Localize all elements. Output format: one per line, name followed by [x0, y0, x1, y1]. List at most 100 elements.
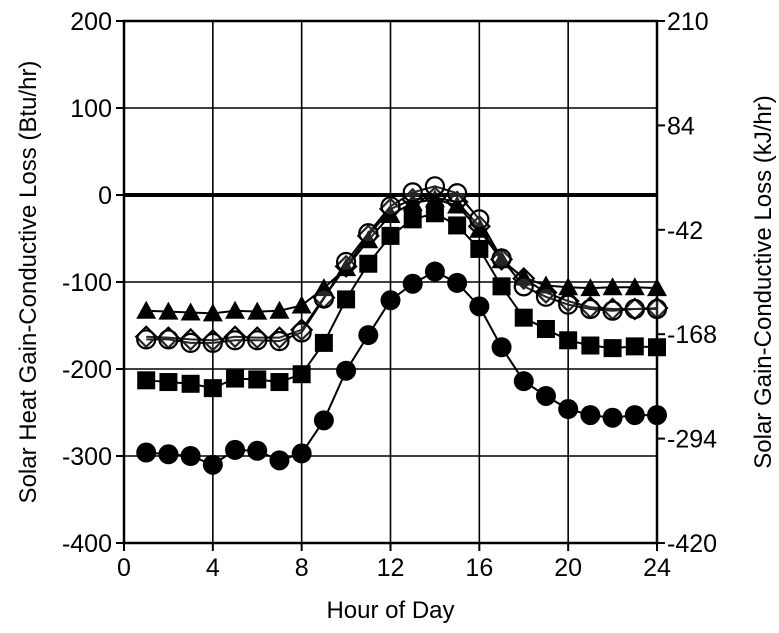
open-circle-marker	[180, 332, 201, 353]
filled-circle-marker	[602, 407, 623, 428]
filled-circle-marker	[558, 399, 579, 420]
y-tick-label: 200	[70, 8, 112, 36]
filled-circle-marker	[447, 272, 468, 293]
square-marker	[603, 339, 622, 358]
square-marker	[514, 308, 533, 327]
square-marker	[314, 333, 333, 352]
filled-circle-marker	[380, 290, 401, 311]
square-marker	[536, 319, 555, 338]
diamond-marker	[534, 280, 558, 304]
filled-circle-marker	[180, 446, 201, 466]
series-line	[146, 185, 657, 344]
y-axis-title-right: Solar Gain-Conductive Loss (kJ/hr)	[750, 95, 777, 468]
filled-circle-marker	[424, 261, 445, 282]
open-circle-marker	[447, 183, 468, 204]
filled-circle-marker	[336, 360, 357, 381]
x-tick-label: 8	[295, 554, 309, 582]
square-marker	[226, 369, 245, 388]
filled-circle-marker	[535, 385, 556, 406]
open-circle-marker	[624, 298, 645, 320]
triangle-marker	[647, 278, 667, 297]
x-tick-label: 20	[554, 554, 582, 582]
y-right-tick-label: -42	[667, 217, 703, 245]
series-square	[137, 204, 666, 398]
series-layer	[134, 176, 669, 475]
open-circle-marker	[491, 248, 512, 269]
open-circle-marker	[158, 329, 179, 350]
x-axis-title: Hour of Day	[326, 597, 454, 624]
square-marker	[425, 204, 444, 223]
diamond-marker	[467, 214, 491, 238]
square-marker	[492, 277, 511, 296]
series-line	[146, 270, 657, 466]
y-tick-label: 0	[98, 182, 112, 210]
series-open-circle	[136, 176, 668, 353]
square-marker	[337, 290, 356, 309]
open-circle-marker	[224, 330, 246, 351]
triangle-marker	[180, 302, 201, 321]
filled-circle-marker	[247, 440, 268, 461]
diamond-marker	[334, 254, 358, 278]
open-circle-marker	[269, 331, 290, 352]
square-marker	[270, 373, 289, 392]
triangle-marker	[158, 301, 179, 320]
square-marker	[448, 216, 467, 235]
y-right-tick-label: -294	[667, 426, 717, 454]
series-line	[146, 198, 658, 315]
open-circle-marker	[602, 300, 623, 321]
triangle-marker	[247, 301, 268, 320]
square-marker	[648, 338, 666, 357]
tick-labels: 0 4 8 12 16 20 24 200 100 0 -100 -200 -300 -400 210 84 -…	[62, 8, 717, 582]
filled-circle-marker	[291, 443, 312, 464]
y-tick-label: 100	[70, 95, 112, 123]
triangle-marker	[380, 205, 401, 224]
open-circle-marker	[535, 286, 557, 307]
square-marker	[359, 254, 378, 273]
series-filled-circle	[136, 261, 667, 475]
filled-circle-marker	[269, 450, 290, 471]
open-circle-marker	[402, 182, 423, 203]
y-right-tick-label: 210	[667, 8, 709, 36]
open-circle-marker	[646, 298, 668, 320]
open-circle-marker	[513, 276, 534, 297]
filled-circle-marker	[469, 296, 490, 317]
square-marker	[137, 371, 156, 390]
triangle-marker	[602, 277, 623, 296]
filled-circle-marker	[202, 454, 223, 475]
square-marker	[403, 210, 422, 229]
filled-circle-marker	[491, 337, 512, 358]
y-tick-label: -400	[62, 530, 112, 558]
x-tick-label: 4	[206, 554, 220, 582]
square-marker	[625, 337, 644, 356]
y-right-tick-label: -168	[667, 321, 717, 349]
square-marker	[203, 379, 222, 398]
square-marker	[181, 374, 200, 393]
open-circle-marker	[380, 196, 401, 217]
triangle-marker	[202, 303, 223, 322]
square-marker	[381, 226, 400, 245]
y-axis-title-left: Solar Heat Gain-Conductive Loss (Btu/hr)	[15, 61, 42, 504]
y-right-tick-label: 84	[667, 112, 695, 140]
series-line	[146, 196, 658, 342]
triangle-marker	[136, 300, 157, 319]
open-circle-marker	[313, 288, 334, 309]
triangle-marker	[225, 300, 246, 319]
diamond-marker	[489, 247, 514, 271]
square-marker	[159, 373, 178, 392]
square-marker	[248, 370, 267, 389]
square-marker	[581, 336, 600, 355]
open-circle-marker	[469, 209, 490, 230]
triangle-marker	[580, 278, 601, 297]
filled-circle-marker	[136, 442, 157, 463]
filled-circle-marker	[624, 405, 645, 426]
y-tick-label: -100	[62, 269, 112, 297]
filled-circle-marker	[313, 410, 334, 431]
y-right-tick-label: -420	[667, 530, 717, 558]
filled-circle-marker	[402, 273, 423, 294]
open-circle-marker	[202, 332, 223, 353]
x-tick-label: 12	[377, 554, 405, 582]
x-tick-label: 16	[465, 554, 493, 582]
filled-circle-marker	[647, 405, 667, 426]
square-marker	[470, 239, 489, 258]
open-circle-marker	[136, 329, 157, 350]
